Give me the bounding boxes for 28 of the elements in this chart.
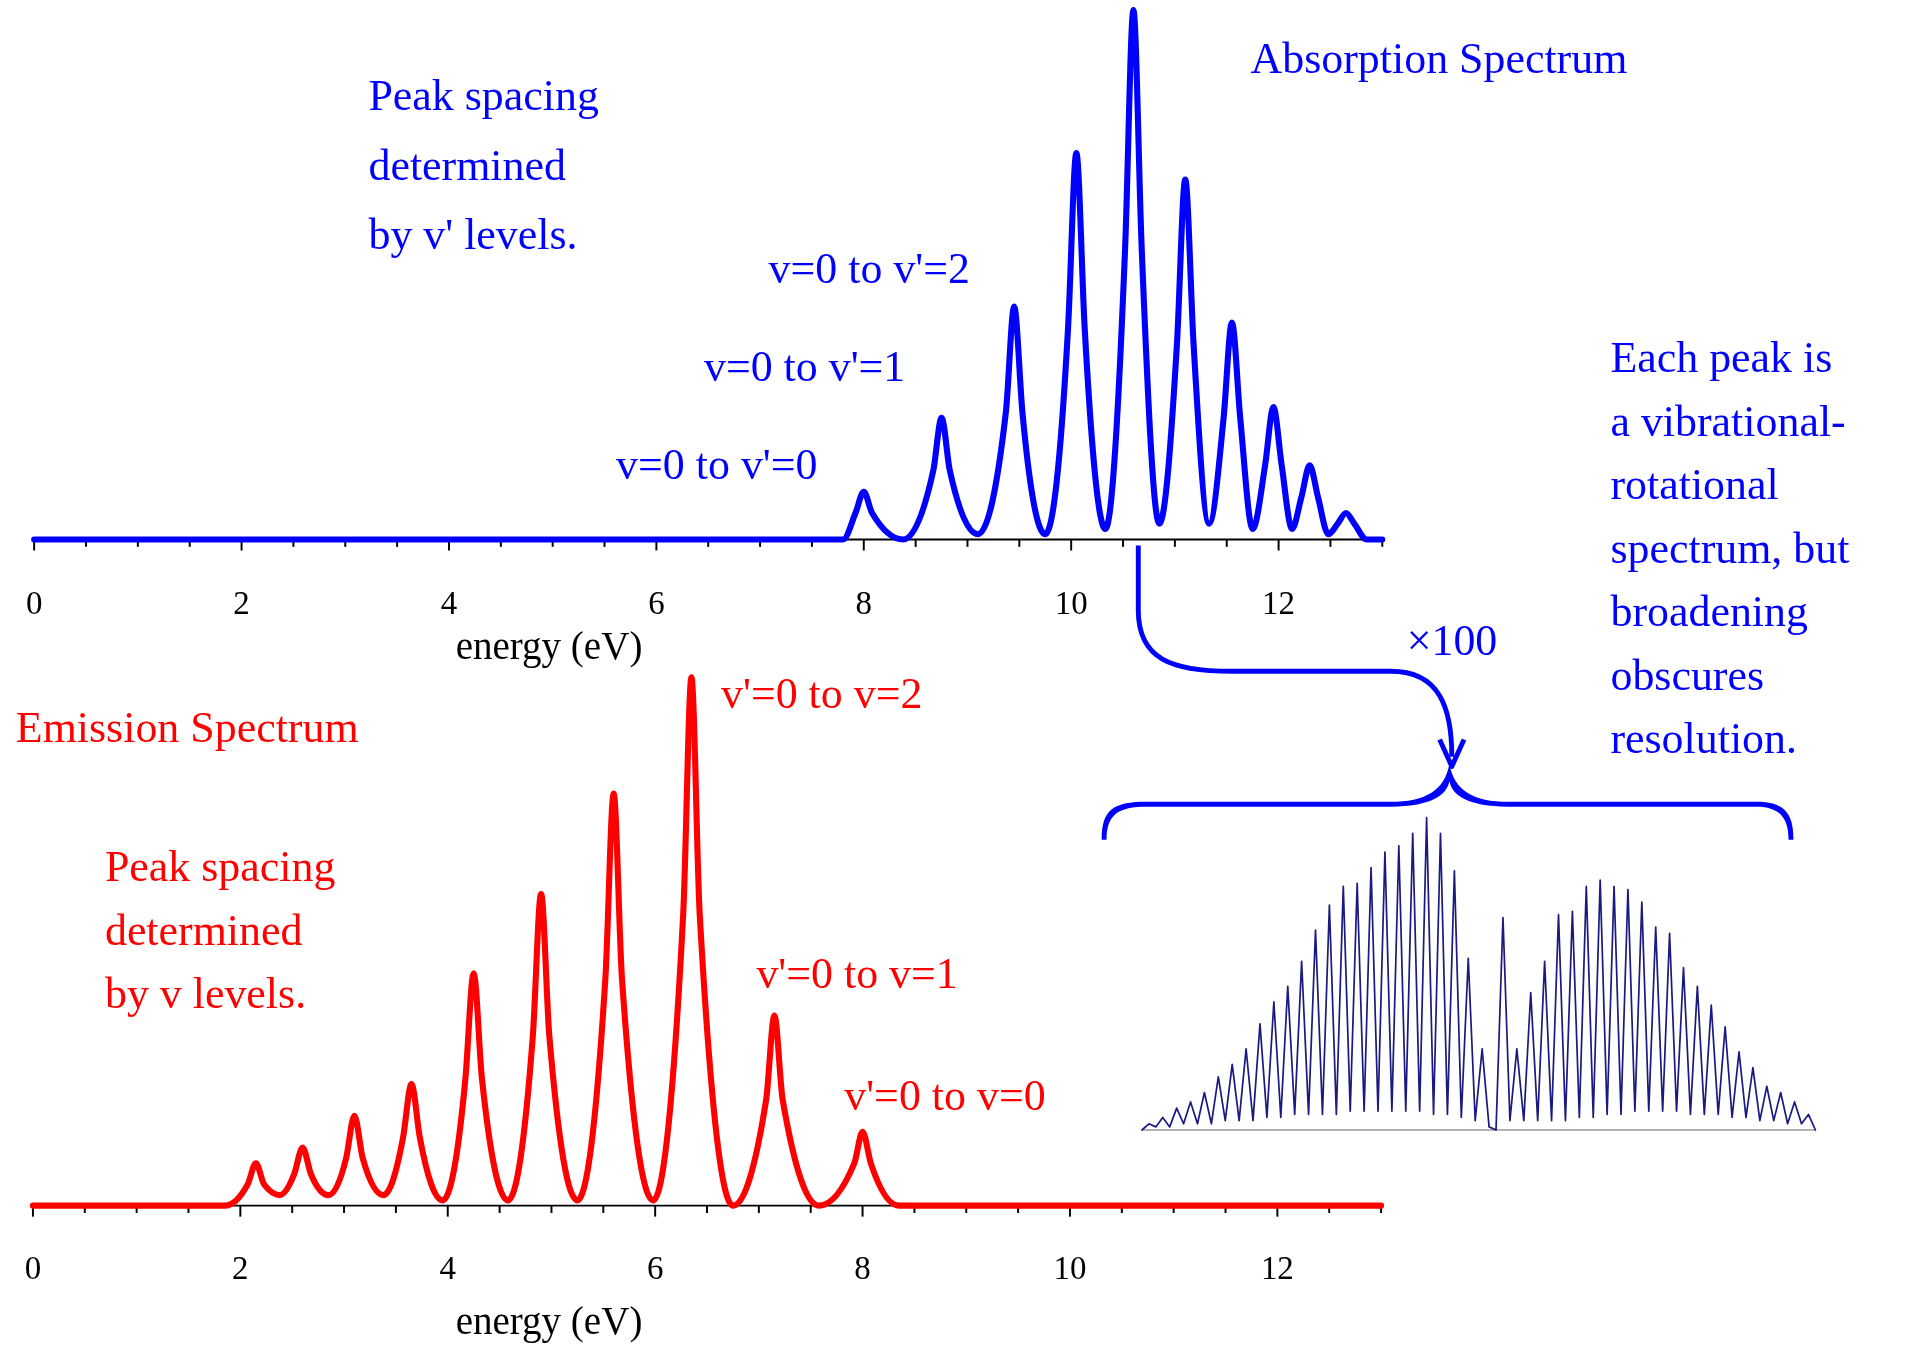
x-tick-label: 4 bbox=[439, 1249, 456, 1286]
annotation: v'=0 to v=1 bbox=[756, 949, 958, 999]
x-tick-label: 4 bbox=[440, 584, 458, 621]
annotation: v'=0 to v=2 bbox=[721, 668, 923, 718]
x-tick-label: 8 bbox=[855, 584, 873, 621]
annotation: v'=0 to v=0 bbox=[844, 1071, 1046, 1121]
x-tick-label: 6 bbox=[648, 584, 665, 621]
x-tick-label: 0 bbox=[25, 584, 43, 621]
annotation: v=0 to v'=0 bbox=[616, 439, 818, 489]
annotation: Peak spacing determined by v' levels. bbox=[368, 71, 599, 260]
text: ×100 bbox=[1406, 616, 1498, 666]
x-tick-label: 10 bbox=[1053, 1249, 1087, 1286]
x-tick-label: 6 bbox=[646, 1249, 664, 1286]
annotation: Peak spacing determined by v levels. bbox=[104, 842, 336, 1019]
x-tick-label: 2 bbox=[232, 1249, 249, 1286]
x-tick-label: 8 bbox=[854, 1249, 871, 1286]
x-axis-title: energy (eV) bbox=[455, 1298, 643, 1343]
x-tick-label: 2 bbox=[233, 584, 250, 621]
x-tick-label: 12 bbox=[1262, 584, 1296, 621]
x-tick-label: 0 bbox=[24, 1249, 42, 1286]
text: Each peak is a vibrational- rotational spectrum, but broadening obscures resolution. bbox=[1610, 333, 1850, 764]
annotation: v=0 to v'=1 bbox=[703, 341, 906, 391]
x-axis-title: energy (eV) bbox=[455, 624, 643, 669]
x-tick-label: 12 bbox=[1260, 1249, 1294, 1286]
annotation: v=0 to v'=2 bbox=[768, 244, 970, 294]
text: Emission Spectrum bbox=[15, 703, 359, 753]
x-tick-label: 10 bbox=[1054, 584, 1088, 621]
text: Absorption Spectrum bbox=[1250, 34, 1628, 84]
